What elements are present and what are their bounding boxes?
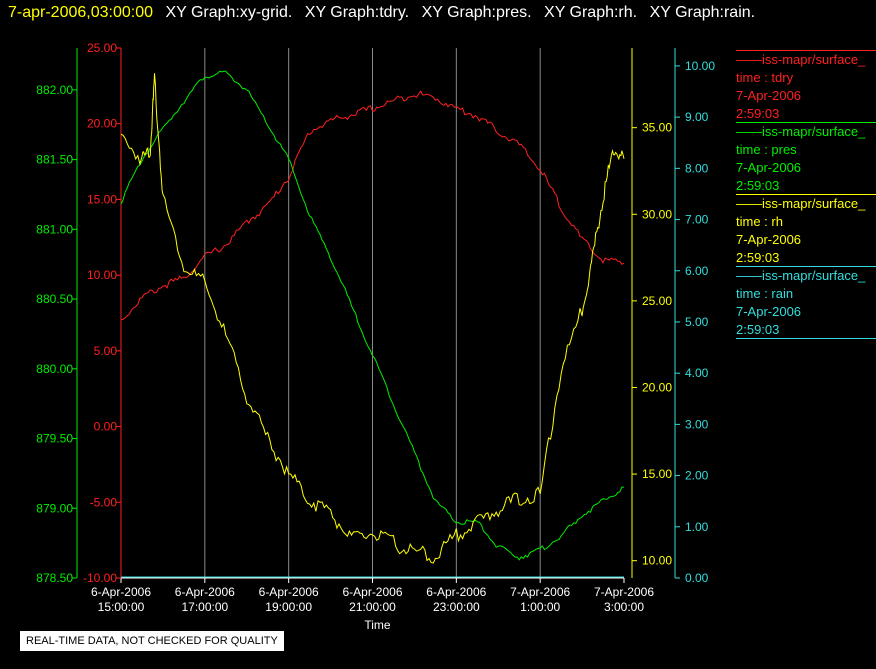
- legend-date: 7-Apr-2006: [736, 160, 802, 175]
- quality-disclaimer: REAL-TIME DATA, NOT CHECKED FOR QUALITY: [20, 631, 284, 651]
- rain-y-tick-label: 2.00: [685, 469, 709, 483]
- pres-y-tick-label: 882.00: [36, 83, 73, 97]
- graph-label-pres[interactable]: XY Graph:pres.: [421, 4, 532, 21]
- x-tick-label-time: 23:00:00: [433, 600, 480, 614]
- legend-entry-rain[interactable]: ——iss-mapr/surface_ time : rain 7-Apr-20…: [736, 266, 876, 339]
- rh-y-tick-label: 10.00: [642, 554, 672, 568]
- legend-time: 2:59:03: [736, 250, 780, 265]
- rh-y-tick-label: 20.00: [642, 380, 672, 394]
- rain-y-tick-label: 4.00: [685, 366, 709, 380]
- legend-entry-tdry[interactable]: ——iss-mapr/surface_ time : tdry 7-Apr-20…: [736, 50, 876, 123]
- pres-y-tick-label: 879.00: [36, 501, 73, 515]
- graph-label-xy-grid[interactable]: XY Graph:xy-grid.: [165, 4, 293, 21]
- legend-source: ——iss-mapr/surface_: [736, 268, 866, 283]
- rain-y-tick-label: 1.00: [685, 520, 709, 534]
- legend-entry-pres[interactable]: ——iss-mapr/surface_ time : pres 7-Apr-20…: [736, 122, 876, 195]
- tdry-y-tick-label: 20.00: [87, 117, 117, 131]
- pres-y-tick-label: 881.00: [36, 222, 73, 236]
- x-tick-label-time: 21:00:00: [349, 600, 396, 614]
- tdry-y-tick-label: 0.00: [94, 420, 118, 434]
- legend-rule: [736, 194, 876, 195]
- legend-variable: time : pres: [736, 142, 797, 157]
- legend-time: 2:59:03: [736, 106, 780, 121]
- tdry-y-tick-label: 5.00: [94, 344, 118, 358]
- legend-rule: [736, 50, 876, 51]
- graph-label-rain[interactable]: XY Graph:rain.: [649, 4, 756, 21]
- rain-y-tick-label: 3.00: [685, 417, 709, 431]
- legend-entry-rh[interactable]: ——iss-mapr/surface_ time : rh 7-Apr-2006…: [736, 194, 876, 267]
- legend-date: 7-Apr-2006: [736, 88, 802, 103]
- x-tick-label-date: 7-Apr-2006: [594, 585, 654, 599]
- rh-series-line: [120, 73, 625, 564]
- legend-variable: time : rh: [736, 214, 783, 229]
- legend-rule: [736, 266, 876, 267]
- x-tick-label-date: 6-Apr-2006: [175, 585, 235, 599]
- legend-variable: time : tdry: [736, 70, 794, 85]
- x-tick-label-date: 6-Apr-2006: [259, 585, 319, 599]
- pres-y-tick-label: 881.50: [36, 153, 73, 167]
- tdry-y-tick-label: 25.00: [87, 41, 117, 55]
- rain-y-tick-label: 9.00: [685, 110, 709, 124]
- pres-y-tick-label: 880.00: [36, 362, 73, 376]
- x-tick-label-time: 1:00:00: [520, 600, 560, 614]
- legend-time: 2:59:03: [736, 178, 780, 193]
- rain-y-tick-label: 5.00: [685, 315, 709, 329]
- tdry-y-tick-label: -10.00: [83, 571, 117, 585]
- tdry-y-tick-label: 10.00: [87, 268, 117, 282]
- rain-y-tick-label: 10.00: [685, 59, 715, 73]
- legend-rule: [736, 122, 876, 123]
- current-time: 7-apr-2006,03:00:00: [8, 4, 153, 21]
- rain-y-tick-label: 7.00: [685, 213, 709, 227]
- graph-label-rh[interactable]: XY Graph:rh.: [544, 4, 638, 21]
- legend-bottom-rule: [736, 338, 876, 339]
- x-tick-label-time: 3:00:00: [604, 600, 644, 614]
- pres-series-line: [120, 70, 625, 561]
- rh-y-tick-label: 25.00: [642, 294, 672, 308]
- rh-y-tick-label: 30.00: [642, 207, 672, 221]
- tdry-y-tick-label: -5.00: [90, 495, 118, 509]
- x-tick-label-time: 15:00:00: [98, 600, 145, 614]
- x-tick-label-date: 6-Apr-2006: [91, 585, 151, 599]
- pres-y-tick-label: 879.50: [36, 432, 73, 446]
- tdry-y-tick-label: 15.00: [87, 192, 117, 206]
- rain-y-tick-label: 6.00: [685, 264, 709, 278]
- x-tick-label-date: 6-Apr-2006: [426, 585, 486, 599]
- pres-y-tick-label: 878.50: [36, 571, 73, 585]
- legend-source: ——iss-mapr/surface_: [736, 196, 866, 211]
- x-tick-label-date: 6-Apr-2006: [342, 585, 402, 599]
- rain-y-tick-label: 0.00: [685, 571, 709, 585]
- legend-date: 7-Apr-2006: [736, 304, 802, 319]
- legend-variable: time : rain: [736, 286, 794, 301]
- x-tick-label-time: 19:00:00: [265, 600, 312, 614]
- rh-y-tick-label: 35.00: [642, 121, 672, 135]
- x-tick-label-date: 7-Apr-2006: [510, 585, 570, 599]
- rain-y-tick-label: 8.00: [685, 161, 709, 175]
- tdry-series-line: [120, 90, 625, 321]
- legend-source: ——iss-mapr/surface_: [736, 52, 866, 67]
- legend-time: 2:59:03: [736, 322, 780, 337]
- rh-y-tick-label: 15.00: [642, 467, 672, 481]
- pres-y-tick-label: 880.50: [36, 292, 73, 306]
- x-axis-label: Time: [364, 618, 391, 632]
- x-tick-label-time: 17:00:00: [181, 600, 228, 614]
- graph-label-tdry[interactable]: XY Graph:tdry.: [304, 4, 410, 21]
- title-bar: 7-apr-2006,03:00:00 XY Graph:xy-grid. XY…: [0, 3, 755, 23]
- legend-source: ——iss-mapr/surface_: [736, 124, 866, 139]
- legend-date: 7-Apr-2006: [736, 232, 802, 247]
